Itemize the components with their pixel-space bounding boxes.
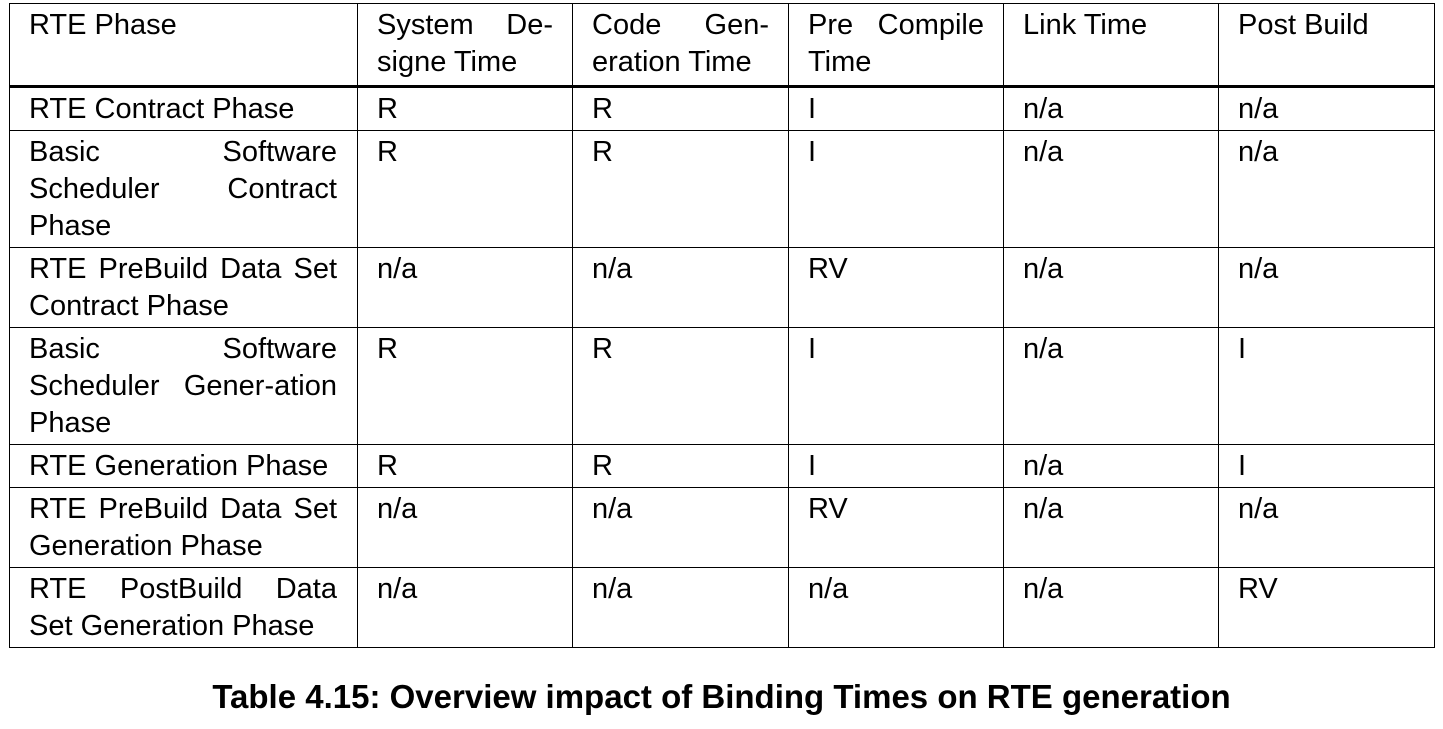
table-row: RTE PreBuild Data Set Generation Phase n…: [9, 487, 1435, 568]
pre-compile-time-cell: I: [788, 444, 1004, 488]
header-link-time: Link Time: [1003, 3, 1219, 88]
link-time-cell: n/a: [1003, 444, 1219, 488]
system-design-time-cell: R: [357, 327, 573, 445]
table-body: RTE Contract Phase R R I n/a n/a Basic S…: [9, 86, 1435, 648]
phase-cell: RTE Contract Phase: [9, 86, 358, 131]
link-time-cell: n/a: [1003, 86, 1219, 131]
table-row: Basic Software Scheduler Contract Phase …: [9, 130, 1435, 248]
binding-times-table: RTE Phase System De-signe Time Code Gen-…: [9, 3, 1435, 648]
table-header: RTE Phase System De-signe Time Code Gen-…: [9, 3, 1435, 88]
code-generation-time-cell: n/a: [572, 247, 789, 328]
header-code-generation-time: Code Gen-eration Time: [572, 3, 789, 88]
link-time-cell: n/a: [1003, 130, 1219, 248]
phase-cell: Basic Software Scheduler Gener-ation Pha…: [9, 327, 358, 445]
pre-compile-time-cell: I: [788, 86, 1004, 131]
header-post-build: Post Build: [1218, 3, 1435, 88]
link-time-cell: n/a: [1003, 487, 1219, 568]
system-design-time-cell: R: [357, 86, 573, 131]
pre-compile-time-cell: I: [788, 327, 1004, 445]
phase-cell: RTE PreBuild Data Set Contract Phase: [9, 247, 358, 328]
table-row: RTE Contract Phase R R I n/a n/a: [9, 86, 1435, 131]
post-build-cell: I: [1218, 444, 1435, 488]
pre-compile-time-cell: I: [788, 130, 1004, 248]
post-build-cell: RV: [1218, 567, 1435, 648]
phase-cell: RTE PreBuild Data Set Generation Phase: [9, 487, 358, 568]
system-design-time-cell: n/a: [357, 487, 573, 568]
system-design-time-cell: R: [357, 130, 573, 248]
phase-cell: Basic Software Scheduler Contract Phase: [9, 130, 358, 248]
link-time-cell: n/a: [1003, 327, 1219, 445]
table-row: RTE PreBuild Data Set Contract Phase n/a…: [9, 247, 1435, 328]
table-row: Basic Software Scheduler Gener-ation Pha…: [9, 327, 1435, 445]
system-design-time-cell: n/a: [357, 247, 573, 328]
post-build-cell: n/a: [1218, 86, 1435, 131]
code-generation-time-cell: R: [572, 86, 789, 131]
link-time-cell: n/a: [1003, 567, 1219, 648]
pre-compile-time-cell: n/a: [788, 567, 1004, 648]
phase-cell: RTE PostBuild Data Set Generation Phase: [9, 567, 358, 648]
header-system-design-time: System De-signe Time: [357, 3, 573, 88]
header-pre-compile-time: Pre Compile Time: [788, 3, 1004, 88]
code-generation-time-cell: R: [572, 444, 789, 488]
phase-cell: RTE Generation Phase: [9, 444, 358, 488]
post-build-cell: n/a: [1218, 487, 1435, 568]
pre-compile-time-cell: RV: [788, 247, 1004, 328]
table-row: RTE PostBuild Data Set Generation Phase …: [9, 567, 1435, 648]
post-build-cell: I: [1218, 327, 1435, 445]
table-row: RTE Generation Phase R R I n/a I: [9, 444, 1435, 488]
code-generation-time-cell: n/a: [572, 567, 789, 648]
link-time-cell: n/a: [1003, 247, 1219, 328]
post-build-cell: n/a: [1218, 247, 1435, 328]
post-build-cell: n/a: [1218, 130, 1435, 248]
pre-compile-time-cell: RV: [788, 487, 1004, 568]
code-generation-time-cell: R: [572, 130, 789, 248]
system-design-time-cell: n/a: [357, 567, 573, 648]
code-generation-time-cell: n/a: [572, 487, 789, 568]
header-row: RTE Phase System De-signe Time Code Gen-…: [9, 3, 1435, 88]
code-generation-time-cell: R: [572, 327, 789, 445]
system-design-time-cell: R: [357, 444, 573, 488]
table-caption: Table 4.15: Overview impact of Binding T…: [212, 678, 1231, 715]
header-rte-phase: RTE Phase: [9, 3, 358, 88]
